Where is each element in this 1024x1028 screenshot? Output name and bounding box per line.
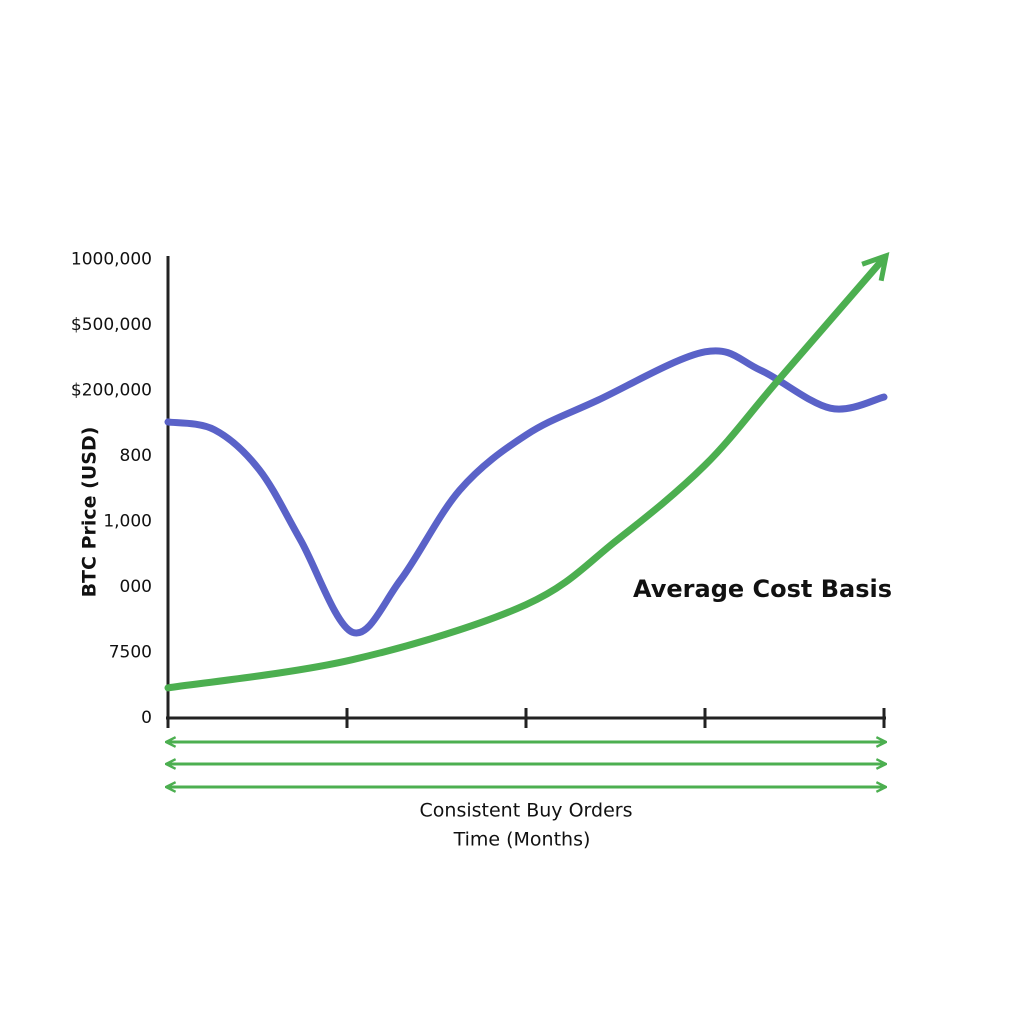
buy-order-arrows: [166, 742, 886, 787]
y-tick-label: 1,000: [103, 512, 152, 532]
y-tick-label: $500,000: [71, 315, 152, 335]
y-tick-label: 0: [141, 708, 152, 728]
y-tick-label: 7500: [109, 643, 152, 663]
series-line: [164, 347, 888, 637]
series-line: [164, 251, 890, 692]
x-axis-label: Time (Months): [453, 829, 591, 851]
y-tick-label: 800: [120, 446, 152, 466]
y-axis-label: BTC Price (USD): [79, 427, 101, 598]
y-tick-label: $200,000: [71, 381, 152, 401]
series-label: Average Cost Basis: [633, 575, 892, 603]
y-tick-label: 1000,000: [71, 250, 152, 270]
y-tick-label: 000: [120, 577, 152, 597]
annotation: Consistent Buy Orders: [420, 800, 633, 822]
